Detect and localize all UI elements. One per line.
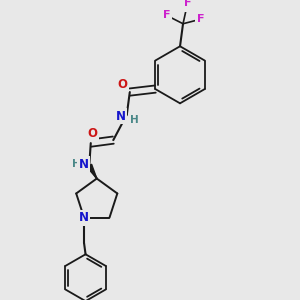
Text: N: N (79, 158, 89, 171)
Text: O: O (87, 127, 97, 140)
Text: H: H (72, 159, 81, 169)
Text: F: F (184, 0, 191, 8)
Text: O: O (117, 78, 127, 91)
Text: F: F (163, 10, 170, 20)
Polygon shape (87, 164, 97, 178)
Text: N: N (79, 211, 89, 224)
Text: H: H (130, 115, 139, 125)
Text: F: F (197, 14, 204, 24)
Text: N: N (116, 110, 126, 123)
